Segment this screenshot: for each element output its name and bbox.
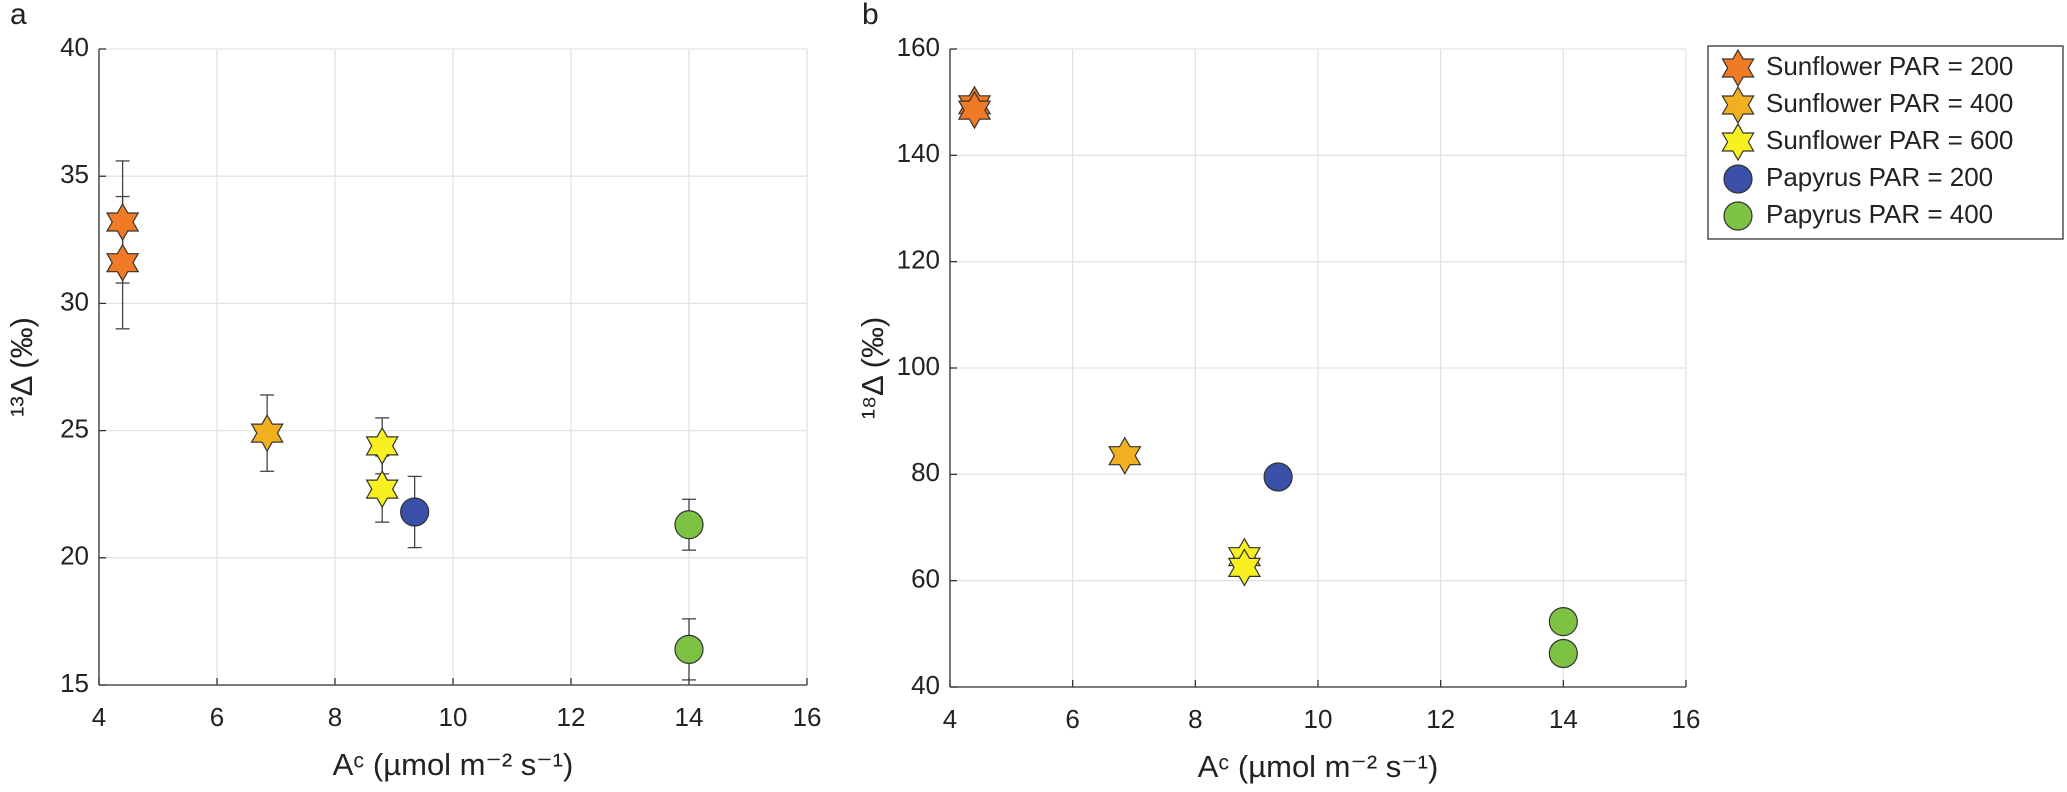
- x-tick-label: 16: [793, 702, 822, 732]
- x-tick-label: 10: [439, 702, 468, 732]
- y-tick-label: 80: [911, 457, 940, 487]
- y-axis-label: ¹³Δ (‰): [4, 317, 39, 417]
- y-tick-label: 160: [897, 32, 940, 62]
- legend-marker: [1723, 164, 1753, 194]
- circle-point: [674, 510, 704, 540]
- y-tick-label: 35: [60, 159, 89, 189]
- y-tick-label: 40: [911, 670, 940, 700]
- x-tick-label: 6: [1065, 704, 1079, 734]
- y-tick-label: 30: [60, 286, 89, 316]
- circle-point: [1263, 462, 1293, 492]
- circle-point: [674, 634, 704, 664]
- x-tick-label: 14: [1549, 704, 1578, 734]
- x-tick-label: 14: [675, 702, 704, 732]
- y-tick-label: 25: [60, 413, 89, 443]
- x-tick-label: 4: [943, 704, 957, 734]
- y-tick-label: 140: [897, 138, 940, 168]
- panel-label: b: [862, 0, 879, 31]
- x-tick-label: 4: [92, 702, 106, 732]
- x-tick-label: 16: [1672, 704, 1701, 734]
- circle-point: [1548, 607, 1578, 637]
- star-point: [105, 243, 140, 282]
- legend-label: Sunflower PAR = 400: [1766, 88, 2013, 118]
- star-point: [957, 90, 992, 130]
- circle-point: [400, 497, 430, 527]
- y-tick-label: 20: [60, 541, 89, 571]
- panel-label: a: [10, 0, 27, 31]
- y-tick-label: 40: [60, 32, 89, 62]
- star-point: [1227, 548, 1262, 587]
- star-point: [1108, 436, 1142, 475]
- x-tick-label: 8: [328, 702, 342, 732]
- x-tick-label: 12: [1426, 704, 1455, 734]
- x-axis-label: Aᶜ (µmol m⁻² s⁻¹): [1198, 749, 1439, 784]
- x-tick-label: 10: [1304, 704, 1333, 734]
- x-tick-label: 12: [557, 702, 586, 732]
- y-tick-label: 60: [911, 564, 940, 594]
- legend-label: Papyrus PAR = 400: [1766, 199, 1993, 229]
- x-tick-label: 6: [210, 702, 224, 732]
- y-tick-label: 15: [60, 668, 89, 698]
- legend-box: [1707, 45, 2064, 240]
- star-point: [105, 202, 140, 242]
- star-point: [250, 413, 284, 453]
- star-point: [365, 426, 399, 466]
- legend-label: Sunflower PAR = 600: [1766, 125, 2013, 155]
- x-axis-label: Aᶜ (µmol m⁻² s⁻¹): [333, 747, 574, 782]
- legend-label: Sunflower PAR = 200: [1766, 51, 2013, 81]
- x-tick-label: 8: [1188, 704, 1202, 734]
- legend-marker: [1721, 122, 1755, 162]
- legend-label: Papyrus PAR = 200: [1766, 162, 1993, 192]
- circle-point: [1548, 638, 1578, 669]
- y-tick-label: 120: [897, 245, 940, 275]
- y-tick-label: 100: [897, 351, 940, 381]
- legend-marker: [1723, 201, 1753, 231]
- star-point: [365, 469, 399, 509]
- y-axis-label: ¹⁸Δ (‰): [855, 317, 890, 420]
